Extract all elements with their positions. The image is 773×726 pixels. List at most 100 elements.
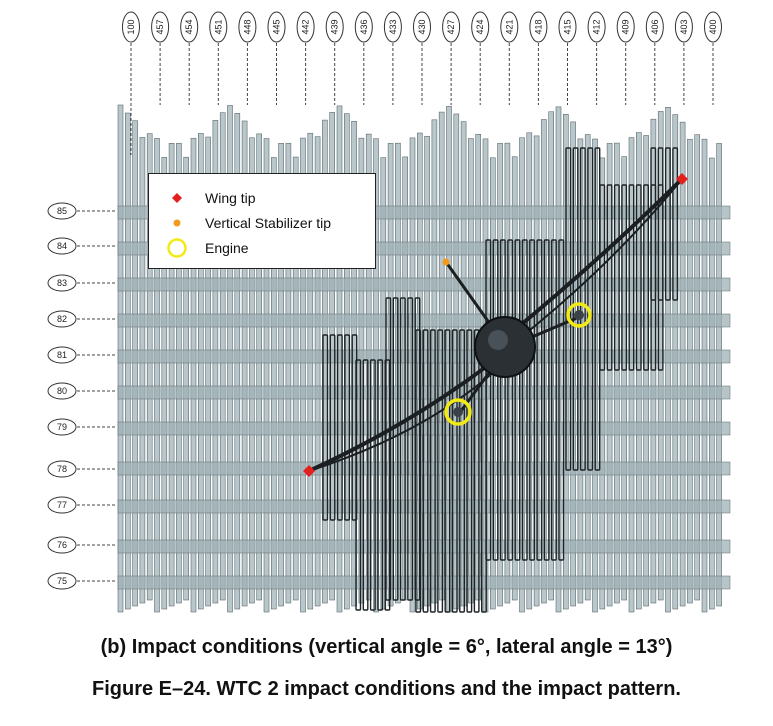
column (139, 137, 146, 604)
column-tag-label: 442 (301, 19, 311, 34)
legend: Wing tip Vertical Stabilizer tip Engine (148, 173, 376, 269)
column-tag-label: 436 (359, 19, 369, 34)
damaged-column (336, 334, 343, 521)
impact-markers (303, 173, 688, 477)
floor-tag-label: 83 (57, 278, 67, 288)
column-tag-oval (267, 11, 286, 43)
column (314, 136, 321, 607)
column (606, 143, 613, 607)
column-tag-label: 412 (592, 19, 602, 34)
yellow-circle-icon (149, 237, 205, 259)
damaged-column (437, 329, 444, 613)
column-tag-oval (151, 11, 170, 43)
column (168, 143, 175, 607)
damaged-column (657, 147, 664, 301)
column-tag-oval (442, 11, 461, 43)
damaged-column (415, 329, 422, 613)
column-tag-label: 439 (330, 19, 340, 34)
damaged-column (613, 184, 620, 371)
column (249, 137, 255, 604)
column-tag-label: 421 (504, 19, 514, 34)
column (198, 133, 204, 610)
damaged-column (322, 334, 329, 521)
damaged-column (606, 184, 613, 371)
column-tag-oval (616, 11, 635, 43)
right-wing-edge (504, 178, 683, 351)
engine-marker-left (444, 398, 472, 426)
column-tag-label: 445 (272, 19, 282, 34)
damaged-column (572, 147, 579, 471)
column-tag-oval (413, 11, 431, 43)
floor-tag-label: 82 (57, 314, 67, 324)
engine-marker-right (566, 302, 592, 328)
column (270, 157, 277, 610)
damaged-column (650, 147, 657, 301)
column-tag-oval (325, 11, 344, 43)
damaged-column (329, 334, 336, 521)
damaged-column (664, 147, 671, 301)
damaged-column (628, 184, 635, 371)
damaged-column (429, 329, 436, 613)
damaged-column (459, 329, 465, 613)
floor-tag-oval (47, 496, 77, 514)
column-tag-label: 424 (475, 19, 485, 34)
column-tag-oval (209, 11, 228, 43)
damaged-column (355, 359, 362, 611)
column (263, 138, 270, 613)
fuselage-highlight (488, 330, 508, 350)
floor-tag-oval (47, 460, 77, 478)
damaged-column (392, 297, 399, 601)
column (679, 121, 686, 607)
column-tag-oval (674, 11, 693, 43)
column-tag-oval (558, 11, 577, 43)
column (614, 142, 620, 604)
damaged-column (599, 184, 606, 371)
damaged-column (385, 297, 392, 601)
damaged-column (473, 329, 480, 613)
orange-dot-icon (149, 218, 205, 228)
column-tag-oval (529, 11, 548, 43)
damaged-column (451, 329, 458, 613)
floor-labels: 85 84 83 82 81 80 79 78 77 76 75 (47, 202, 115, 590)
wing-tip-marker-right (676, 173, 688, 185)
damaged-column (492, 239, 499, 561)
column (643, 135, 649, 607)
figure-caption: Figure E–24. WTC 2 impact conditions and… (92, 678, 681, 700)
floor-tag-oval (47, 536, 77, 554)
floor-tag-label: 77 (57, 500, 67, 510)
floor-tag-label: 84 (57, 241, 67, 251)
column-tag-oval (180, 11, 199, 43)
floor-tag-oval (47, 572, 77, 590)
column (285, 142, 292, 604)
damaged-column (407, 297, 414, 601)
damaged-column (643, 184, 649, 371)
floor-tag-oval (47, 346, 77, 364)
engine-right (574, 310, 584, 320)
floor-tag-oval (47, 418, 77, 436)
column-labels: 100 457 454 451 448 445 442 439 436 433 430 427 424 4… (122, 11, 722, 155)
damaged-column (422, 329, 429, 613)
damaged-column (414, 297, 421, 601)
column-tag-oval (122, 11, 140, 43)
floor-tag-label: 80 (57, 386, 67, 396)
column-tag-oval (238, 11, 257, 43)
column-tag-label: 400 (708, 19, 718, 34)
column (176, 142, 182, 604)
damaged-column (369, 359, 376, 611)
damaged-column (384, 359, 391, 611)
damaged-column (444, 329, 451, 613)
damaged-column (672, 147, 679, 301)
damaged-column (579, 147, 586, 471)
floor-tag-label: 78 (57, 464, 67, 474)
column-tag-label: 409 (621, 19, 631, 34)
column (154, 138, 160, 613)
aircraft-silhouette (308, 177, 684, 473)
column (701, 138, 708, 613)
damaged-column (499, 239, 506, 561)
legend-item-wing-tip: Wing tip (149, 187, 256, 209)
damaged-column (521, 239, 528, 561)
column (183, 156, 189, 601)
column (307, 132, 314, 610)
column (190, 137, 197, 613)
column (278, 143, 284, 607)
